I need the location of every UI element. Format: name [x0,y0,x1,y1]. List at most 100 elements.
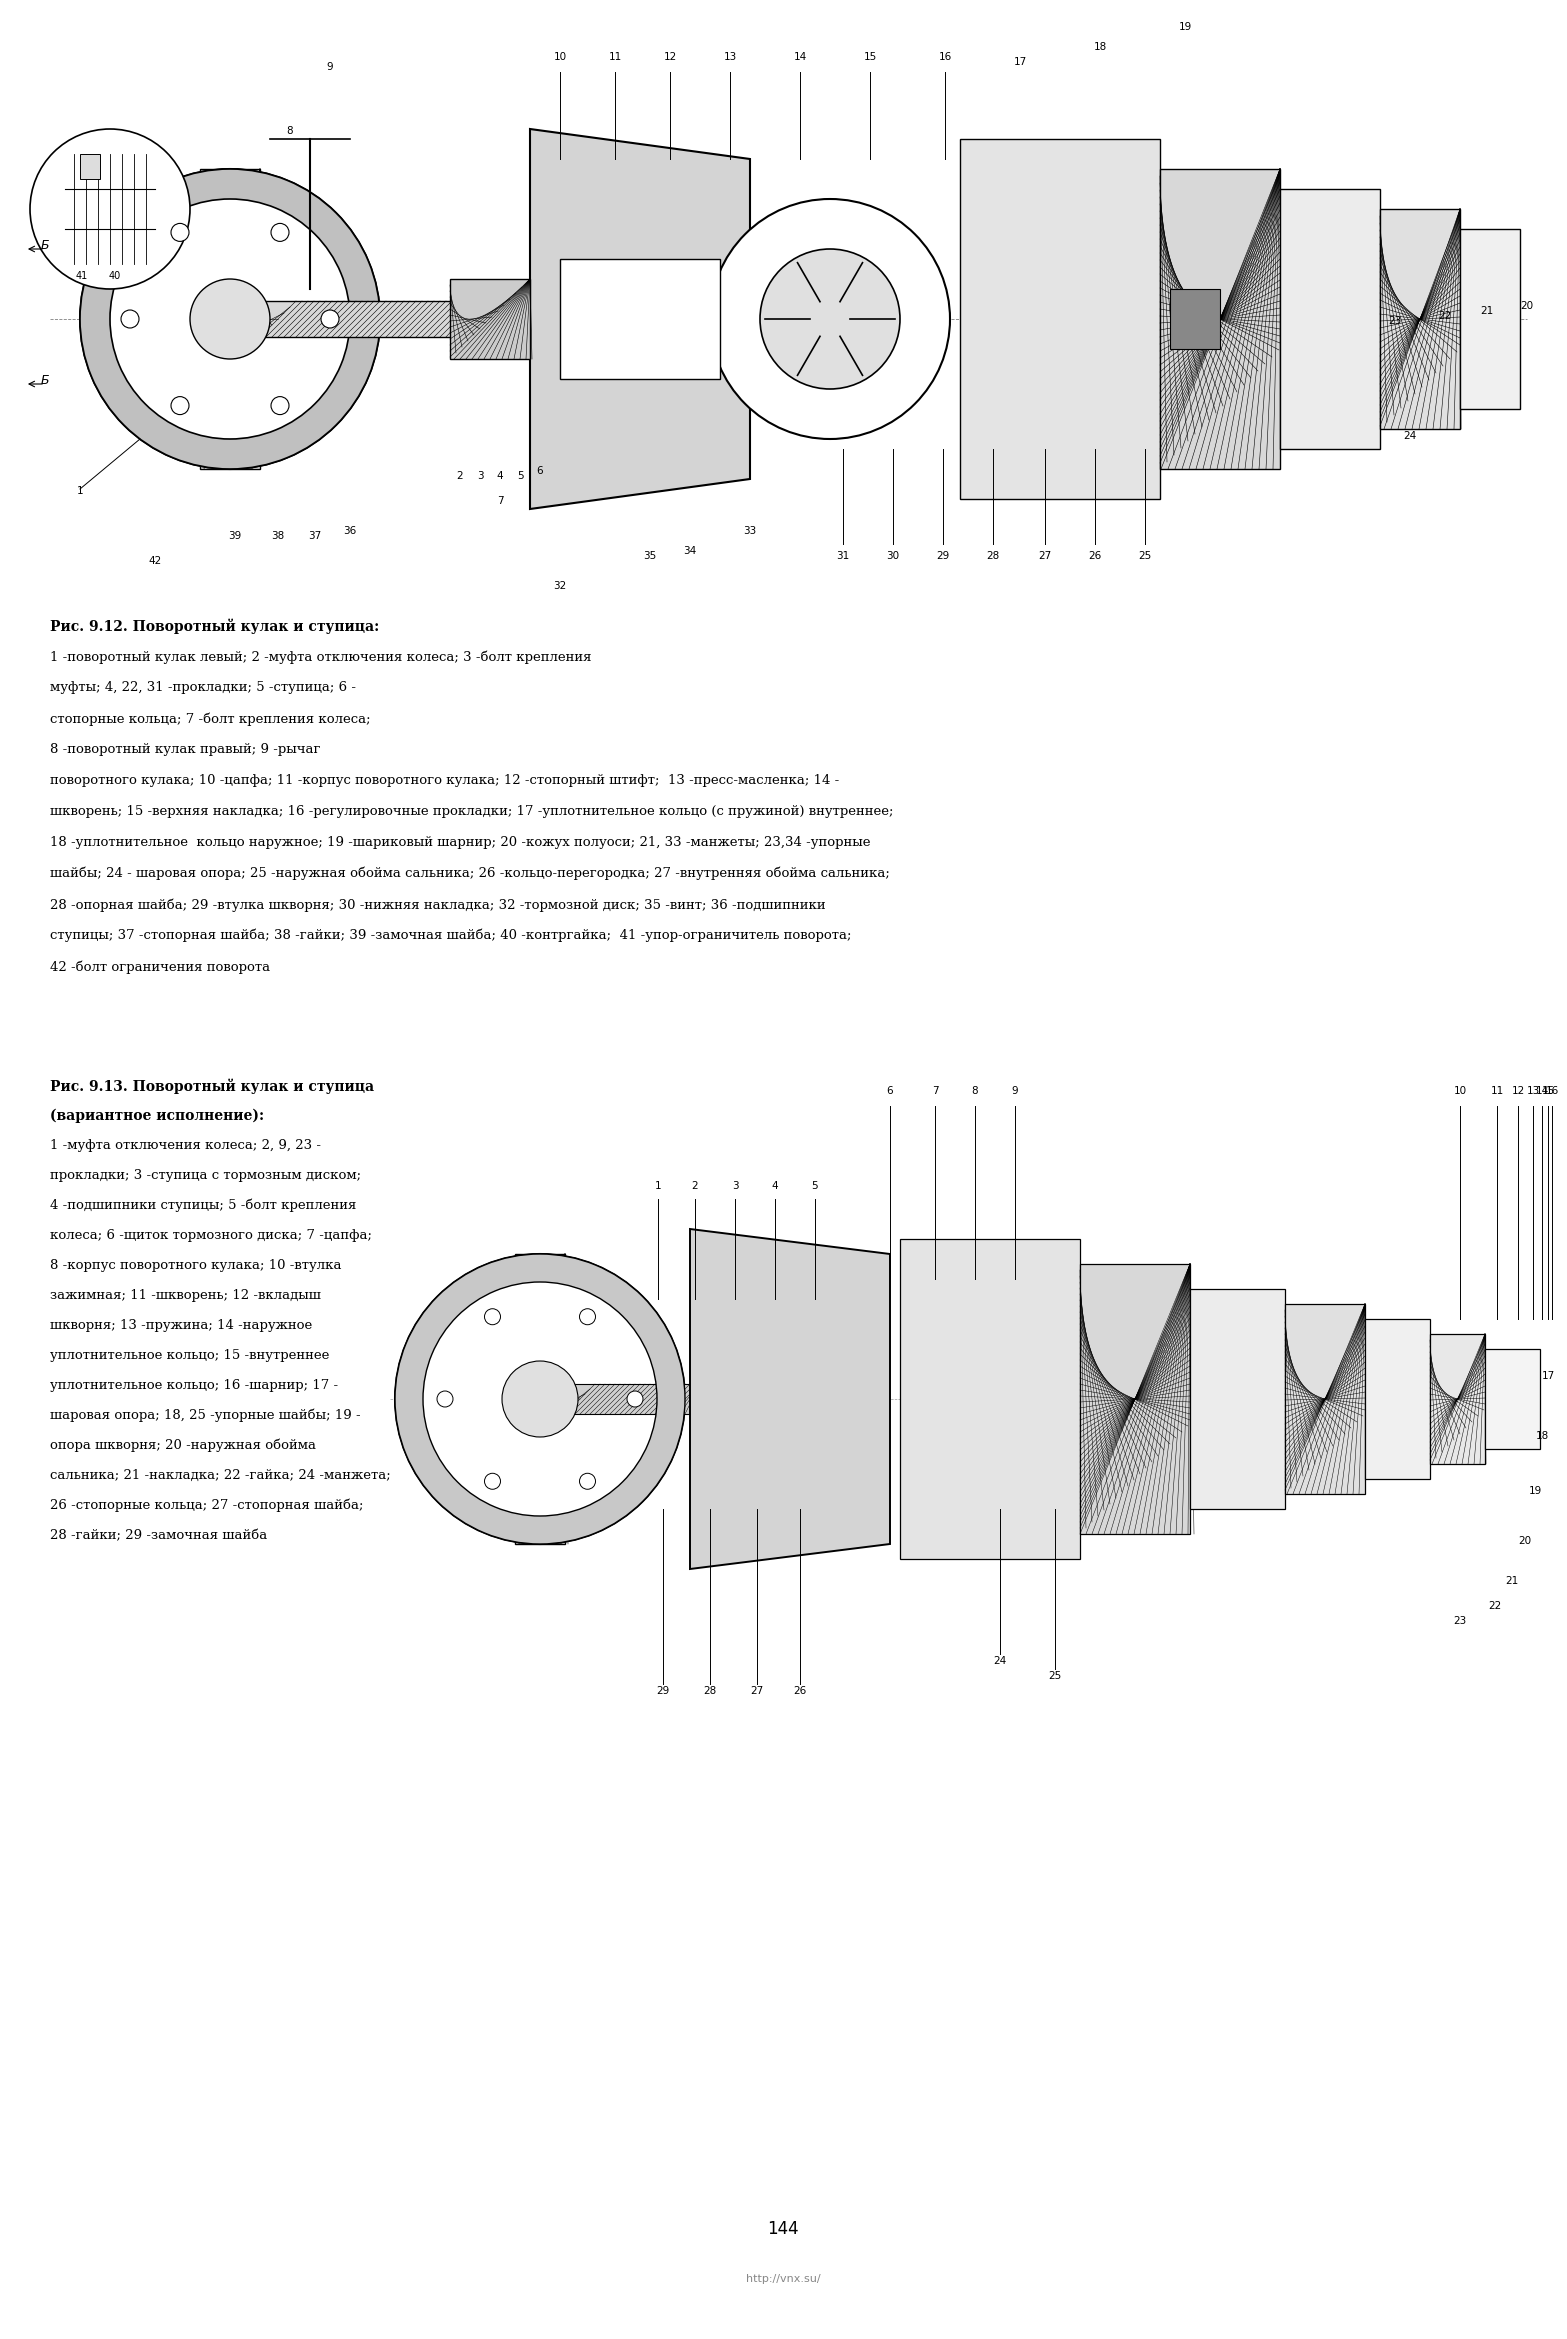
Text: 16: 16 [939,51,951,63]
Polygon shape [530,129,751,510]
Bar [899,1240,1080,1560]
Text: 41: 41 [75,271,88,281]
Text: 42: 42 [149,557,161,566]
Bar [1486,1350,1540,1448]
Text: 19: 19 [1528,1485,1542,1497]
Text: 17: 17 [1542,1371,1554,1380]
Text: 16: 16 [1545,1085,1559,1097]
Circle shape [580,1310,595,1324]
Text: 21: 21 [1481,306,1493,316]
Bar [566,1385,700,1415]
Circle shape [171,225,190,241]
Text: шаровая опора; 18, 25 -упорные шайбы; 19 -: шаровая опора; 18, 25 -упорные шайбы; 19… [50,1408,360,1422]
Text: уплотнительное кольцо; 16 -шарнир; 17 -: уплотнительное кольцо; 16 -шарнир; 17 - [50,1380,338,1392]
Bar [30,30,1547,608]
Bar [961,138,1160,498]
Text: (вариантное исполнение):: (вариантное исполнение): [50,1109,265,1123]
Text: 31: 31 [837,552,849,561]
Text: 29: 29 [657,1686,669,1696]
Text: 26 -стопорные кольца; 27 -стопорная шайба;: 26 -стопорные кольца; 27 -стопорная шайб… [50,1499,364,1513]
Text: Б: Б [41,374,49,386]
Text: 14: 14 [1536,1085,1548,1097]
Text: 8: 8 [287,126,293,136]
Circle shape [710,199,950,440]
Circle shape [271,398,288,414]
Text: 21: 21 [1506,1576,1518,1586]
Text: Рис. 9.13. Поворотный кулак и ступица: Рис. 9.13. Поворотный кулак и ступица [50,1078,375,1095]
Circle shape [271,225,288,241]
Text: 32: 32 [553,580,567,592]
Text: прокладки; 3 -ступица с тормозным диском;: прокладки; 3 -ступица с тормозным диском… [50,1170,360,1181]
Circle shape [437,1392,453,1408]
Text: 15: 15 [1542,1085,1554,1097]
Text: 1 -муфта отключения колеса; 2, 9, 23 -: 1 -муфта отключения колеса; 2, 9, 23 - [50,1139,321,1153]
Text: 4 -подшипники ступицы; 5 -болт крепления: 4 -подшипники ступицы; 5 -болт крепления [50,1200,356,1212]
Text: 15: 15 [863,51,876,63]
Text: 25: 25 [1138,552,1152,561]
Text: 144: 144 [768,2220,799,2238]
Text: 6: 6 [536,465,544,477]
Text: 20: 20 [1520,302,1534,311]
Text: 1: 1 [655,1181,661,1191]
Text: 14: 14 [793,51,807,63]
Text: 18: 18 [1094,42,1106,51]
Text: 8: 8 [972,1085,978,1097]
Bar [1189,1289,1285,1509]
Bar [450,278,530,358]
Text: 40: 40 [108,271,121,281]
Text: 4: 4 [771,1181,779,1191]
Text: 11: 11 [608,51,622,63]
Bar [390,1069,1547,1729]
Text: 35: 35 [644,552,657,561]
Text: 12: 12 [1512,1085,1525,1097]
Text: 28 -гайки; 29 -замочная шайба: 28 -гайки; 29 -замочная шайба [50,1530,268,1541]
Text: 18: 18 [1536,1431,1548,1441]
Text: ступицы; 37 -стопорная шайба; 38 -гайки; 39 -замочная шайба; 40 -контргайка;  41: ступицы; 37 -стопорная шайба; 38 -гайки;… [50,929,851,943]
Text: 5: 5 [517,470,523,482]
Bar [1080,1263,1189,1534]
Text: 28 -опорная шайба; 29 -втулка шкворня; 30 -нижняя накладка; 32 -тормозной диск; : 28 -опорная шайба; 29 -втулка шкворня; 3… [50,898,826,912]
Text: 42 -болт ограничения поворота: 42 -болт ограничения поворота [50,959,270,973]
Text: опора шкворня; 20 -наружная обойма: опора шкворня; 20 -наружная обойма [50,1438,317,1453]
Circle shape [321,311,338,327]
Text: 1 -поворотный кулак левый; 2 -муфта отключения колеса; 3 -болт крепления: 1 -поворотный кулак левый; 2 -муфта откл… [50,650,591,664]
Text: 13: 13 [1526,1085,1540,1097]
Text: 28: 28 [704,1686,716,1696]
Bar [1431,1333,1486,1464]
Circle shape [484,1310,500,1324]
Text: 13: 13 [724,51,736,63]
Circle shape [121,311,139,327]
Text: 10: 10 [553,51,567,63]
Text: поворотного кулака; 10 -цапфа; 11 -корпус поворотного кулака; 12 -стопорный штиф: поворотного кулака; 10 -цапфа; 11 -корпу… [50,774,840,786]
Text: 7: 7 [497,496,503,505]
Text: 7: 7 [932,1085,939,1097]
Text: 8 -корпус поворотного кулака; 10 -втулка: 8 -корпус поворотного кулака; 10 -втулка [50,1258,342,1272]
Text: 24: 24 [993,1656,1006,1665]
Text: 11: 11 [1490,1085,1504,1097]
Text: 19: 19 [1178,21,1191,33]
Circle shape [627,1392,642,1408]
Text: 2: 2 [691,1181,699,1191]
Text: 27: 27 [751,1686,763,1696]
Bar [201,168,260,470]
Bar [516,1254,566,1544]
Circle shape [760,248,899,388]
Bar [1365,1319,1431,1478]
Text: 23: 23 [1388,316,1401,325]
Text: 37: 37 [309,531,321,540]
Text: 1: 1 [77,487,83,496]
Circle shape [395,1254,685,1544]
Bar [559,260,719,379]
Circle shape [80,168,381,470]
Bar [1171,290,1221,349]
Text: 23: 23 [1453,1616,1467,1626]
Bar [1160,168,1280,470]
Text: 34: 34 [683,545,697,557]
Bar [80,154,100,180]
Text: 9: 9 [1012,1085,1019,1097]
Text: http://vnx.su/: http://vnx.su/ [746,2274,820,2283]
Text: 5: 5 [812,1181,818,1191]
Text: шкворень; 15 -верхняя накладка; 16 -регулировочные прокладки; 17 -уплотнительное: шкворень; 15 -верхняя накладка; 16 -регу… [50,805,893,819]
Bar [1381,208,1460,428]
Text: 12: 12 [663,51,677,63]
